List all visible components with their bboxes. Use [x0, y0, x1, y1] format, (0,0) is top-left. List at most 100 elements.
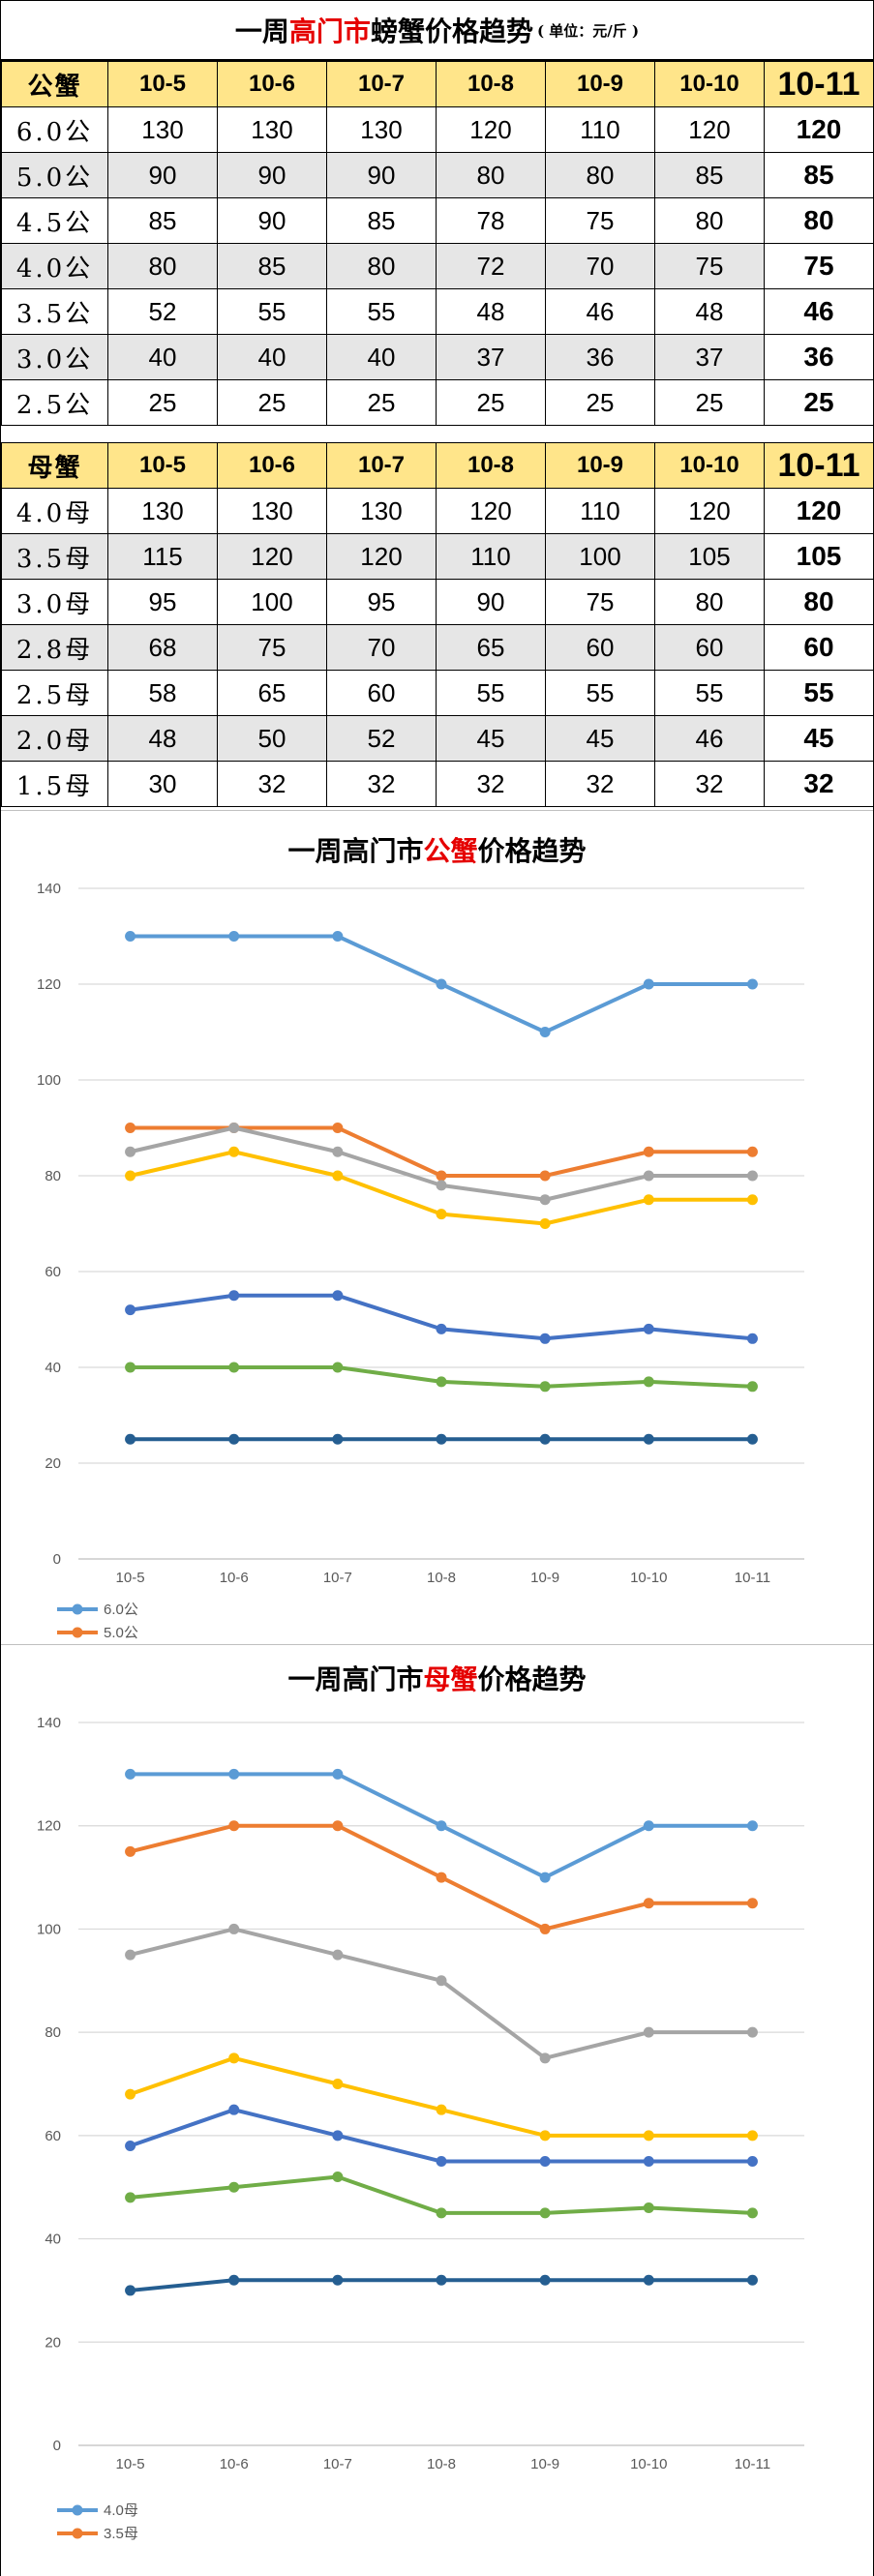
- male-header-date: 10-6: [217, 61, 327, 107]
- price-cell: 85: [764, 152, 874, 198]
- price-cell: 52: [107, 288, 218, 335]
- data-point: [332, 2079, 344, 2089]
- price-cell: 45: [436, 715, 546, 762]
- price-cell: 70: [326, 624, 437, 671]
- table-row: 5.0公 90 90 90 80 80 85 85: [1, 152, 874, 198]
- data-point: [746, 2156, 758, 2168]
- data-point: [746, 1433, 758, 1445]
- price-cell: 100: [217, 579, 327, 625]
- y-tick-label: 60: [45, 1264, 61, 1280]
- table-row: 4.0母 130 130 130 120 110 120 120: [1, 488, 874, 534]
- female-chart-title-pre: 一周高门市: [287, 1663, 424, 1695]
- price-cell: 50: [217, 715, 327, 762]
- price-cell: 120: [436, 488, 546, 534]
- price-cell: 90: [217, 152, 327, 198]
- price-cell: 120: [654, 488, 765, 534]
- male-header-row: 公蟹 10-5 10-6 10-7 10-8 10-9 10-10 10-11: [1, 61, 874, 107]
- price-cell: 25: [326, 379, 437, 426]
- data-point: [332, 1362, 344, 1373]
- x-tick-label: 10-9: [530, 2456, 559, 2472]
- price-cell: 48: [436, 288, 546, 335]
- legend-label: 6.0公: [104, 1602, 138, 1618]
- male-chart-title-highlight: 公蟹: [423, 835, 478, 867]
- male-header-date: 10-11: [764, 61, 874, 107]
- price-cell: 105: [654, 533, 765, 580]
- legend-swatch-marker: [72, 2528, 83, 2539]
- data-point: [332, 1768, 344, 1780]
- data-point: [746, 1333, 758, 1344]
- data-point: [332, 1820, 344, 1832]
- table-row: 2.0母 48 50 52 45 45 46 45: [1, 715, 874, 762]
- price-cell: 75: [217, 624, 327, 671]
- y-tick-label: 0: [53, 1551, 61, 1568]
- price-cell: 130: [326, 106, 437, 153]
- data-point: [643, 1820, 654, 1832]
- x-tick-label: 10-9: [530, 1570, 559, 1586]
- female-chart-panel: 一周高门市母蟹价格趋势 0 20 40 60 80 100 120 140 10-5 10-6 10…: [1, 1644, 873, 2576]
- price-cell: 120: [436, 106, 546, 153]
- price-cell: 55: [217, 288, 327, 335]
- x-tick-label: 10-6: [220, 2456, 249, 2472]
- data-point: [436, 978, 447, 990]
- price-cell: 32: [654, 761, 765, 807]
- male-header-date: 10-5: [107, 61, 218, 107]
- legend-swatch-marker: [72, 1627, 83, 1638]
- female-chart-title: 一周高门市母蟹价格趋势: [1, 1659, 873, 1697]
- data-point: [436, 2104, 447, 2115]
- female-price-table: 母蟹 10-5 10-6 10-7 10-8 10-9 10-10 10-11 4.0母 130 1…: [1, 442, 874, 807]
- price-cell: 95: [326, 579, 437, 625]
- data-point: [436, 1820, 447, 1832]
- price-cell: 37: [654, 334, 765, 380]
- data-point: [746, 2274, 758, 2286]
- price-cell: 36: [545, 334, 655, 380]
- data-point: [643, 978, 654, 990]
- data-point: [125, 1146, 136, 1157]
- price-cell: 32: [217, 761, 327, 807]
- male-line-chart: 0 20 40 60 80 100 120 140 10-5 10-6 10-7 10-8 10-9 10…: [37, 881, 804, 1641]
- price-cell: 46: [764, 288, 874, 335]
- price-cell: 130: [107, 488, 218, 534]
- data-point: [746, 2207, 758, 2219]
- price-cell: 90: [217, 197, 327, 244]
- price-cell: 45: [545, 715, 655, 762]
- male-chart-panel: 一周高门市公蟹价格趋势 0 20 40 60 80 100 120 140 10-5 10-6 10…: [1, 810, 873, 1645]
- price-cell: 80: [654, 579, 765, 625]
- data-point: [539, 1218, 551, 1229]
- data-point: [643, 2202, 654, 2214]
- x-tick-label: 10-8: [427, 1570, 456, 1586]
- data-point: [228, 1768, 240, 1780]
- price-cell: 130: [217, 106, 327, 153]
- data-point: [539, 2207, 551, 2219]
- price-cell: 100: [545, 533, 655, 580]
- y-tick-label: 140: [37, 881, 61, 897]
- table-row: 4.5公 85 90 85 78 75 80 80: [1, 197, 874, 244]
- data-point: [125, 2192, 136, 2203]
- series-line: [130, 2174, 753, 2215]
- y-tick-label: 20: [45, 2334, 61, 2351]
- table-row: 2.5公 25 25 25 25 25 25 25: [1, 379, 874, 426]
- data-point: [228, 2104, 240, 2115]
- row-label: 3.5公: [1, 288, 108, 335]
- data-point: [436, 1975, 447, 1987]
- row-label: 6.0公: [1, 106, 108, 153]
- price-cell: 55: [764, 670, 874, 716]
- data-point: [332, 1290, 344, 1302]
- price-cell: 110: [436, 533, 546, 580]
- data-point: [746, 1898, 758, 1909]
- price-cell: 32: [326, 761, 437, 807]
- data-point: [125, 2285, 136, 2296]
- data-point: [436, 1170, 447, 1182]
- data-point: [228, 2181, 240, 2193]
- data-point: [228, 1146, 240, 1157]
- table-row: 2.5母 58 65 60 55 55 55 55: [1, 670, 874, 716]
- price-cell: 120: [217, 533, 327, 580]
- data-point: [332, 1949, 344, 1961]
- data-point: [228, 1820, 240, 1832]
- data-point: [539, 1923, 551, 1934]
- price-cell: 25: [436, 379, 546, 426]
- row-label: 4.5公: [1, 197, 108, 244]
- data-point: [436, 1872, 447, 1883]
- price-cell: 25: [654, 379, 765, 426]
- price-cell: 85: [654, 152, 765, 198]
- price-cell: 32: [764, 761, 874, 807]
